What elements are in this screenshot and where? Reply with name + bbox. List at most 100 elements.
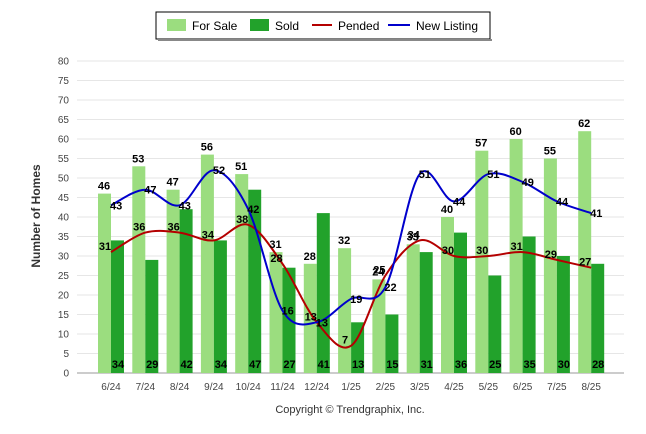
data-label-for-sale: 46 — [98, 181, 110, 193]
y-tick-label: 40 — [58, 213, 70, 224]
x-tick-label: 6/25 — [513, 382, 533, 393]
data-label-for-sale: 28 — [304, 251, 316, 263]
bar-sold — [488, 275, 502, 373]
bar-for-sale — [578, 131, 592, 373]
data-label-for-sale: 51 — [235, 161, 247, 173]
bar-sold — [419, 252, 433, 373]
x-tick-label: 7/24 — [136, 382, 156, 393]
data-label-pended: 36 — [167, 222, 179, 234]
bar-for-sale — [406, 244, 420, 373]
legend-label-new-listing: New Listing — [416, 19, 478, 33]
data-label-for-sale: 53 — [132, 153, 144, 165]
bar-sold — [248, 189, 262, 373]
data-label-sold: 34 — [215, 359, 228, 371]
bar-sold — [179, 209, 193, 373]
data-label-sold: 47 — [249, 359, 261, 371]
bar-sold — [145, 259, 159, 373]
data-label-pended: 38 — [236, 214, 248, 226]
legend-swatch-for-sale — [167, 19, 186, 31]
legend-swatch-sold — [250, 19, 269, 31]
data-label-new-listing: 49 — [522, 177, 534, 189]
data-label-pended: 34 — [408, 229, 421, 241]
legend-shadow — [158, 39, 492, 41]
y-tick-label: 25 — [58, 271, 70, 282]
x-tick-label: 5/25 — [479, 382, 499, 393]
data-label-for-sale: 24 — [372, 266, 385, 278]
y-tick-label: 50 — [58, 174, 70, 185]
legend-label-pended: Pended — [338, 19, 379, 33]
data-label-new-listing: 41 — [590, 208, 602, 220]
x-tick-label: 4/25 — [444, 382, 464, 393]
data-label-pended: 13 — [305, 311, 317, 323]
data-label-new-listing: 19 — [350, 294, 362, 306]
y-tick-label: 55 — [58, 154, 70, 165]
y-tick-label: 5 — [63, 349, 69, 360]
x-tick-label: 8/24 — [170, 382, 190, 393]
bar-for-sale — [509, 139, 523, 373]
bar-sold — [385, 314, 399, 373]
data-label-sold: 30 — [558, 359, 570, 371]
bar-for-sale — [269, 252, 283, 373]
bar-for-sale — [543, 158, 557, 373]
bar-for-sale — [475, 150, 489, 373]
data-label-sold: 13 — [352, 359, 364, 371]
data-label-sold: 29 — [146, 359, 158, 371]
y-axis-ticks: 0 5 10 15 20 25 30 35 40 45 50 55 60 65 70 75 80 — [58, 57, 70, 380]
data-label-sold: 25 — [489, 359, 501, 371]
data-label-new-listing: 16 — [282, 306, 294, 318]
bar-sold — [556, 256, 570, 373]
data-label-sold: 28 — [592, 359, 604, 371]
x-tick-label: 9/24 — [204, 382, 224, 393]
y-tick-label: 70 — [58, 96, 70, 107]
data-label-for-sale: 31 — [269, 239, 281, 251]
data-label-pended: 30 — [442, 245, 454, 257]
data-label-new-listing: 22 — [384, 282, 396, 294]
bar-sold — [111, 240, 124, 373]
bar-sold — [316, 213, 330, 373]
data-label-pended: 7 — [342, 335, 348, 347]
lines — [110, 169, 592, 349]
data-label-new-listing: 43 — [110, 200, 122, 212]
data-label-new-listing: 44 — [556, 196, 569, 208]
data-label-sold: 35 — [523, 359, 535, 371]
data-label-pended: 27 — [579, 257, 591, 269]
data-label-new-listing: 52 — [213, 165, 225, 177]
y-tick-label: 75 — [58, 76, 70, 87]
data-label-new-listing: 13 — [316, 317, 328, 329]
data-label-for-sale: 55 — [544, 146, 556, 158]
data-label-for-sale: 32 — [338, 235, 350, 247]
legend-label-for-sale: For Sale — [192, 19, 238, 33]
bar-for-sale — [200, 154, 214, 373]
x-tick-label: 2/25 — [376, 382, 396, 393]
data-label-pended: 28 — [270, 253, 282, 265]
data-label-new-listing: 51 — [419, 169, 431, 181]
data-label-for-sale: 62 — [578, 118, 590, 130]
data-label-pended: 31 — [99, 241, 111, 253]
data-label-for-sale: 60 — [509, 126, 521, 138]
data-label-pended: 34 — [202, 229, 215, 241]
y-tick-label: 30 — [58, 252, 70, 263]
data-label-pended: 30 — [476, 245, 488, 257]
data-label-for-sale: 57 — [475, 138, 487, 150]
data-label-sold: 36 — [455, 359, 467, 371]
x-tick-label: 8/25 — [581, 382, 601, 393]
data-label-sold: 41 — [318, 359, 330, 371]
line-pended — [110, 223, 592, 349]
legend-label-sold: Sold — [275, 19, 299, 33]
data-label-new-listing: 47 — [144, 185, 156, 197]
x-tick-label: 1/25 — [341, 382, 361, 393]
bar-sold — [282, 267, 296, 373]
bar-for-sale — [132, 166, 146, 373]
x-tick-label: 3/25 — [410, 382, 430, 393]
y-tick-label: 20 — [58, 291, 70, 302]
data-label-for-sale: 56 — [201, 142, 213, 154]
x-tick-label: 12/24 — [304, 382, 329, 393]
bar-sold — [454, 232, 467, 373]
x-tick-label: 7/25 — [547, 382, 567, 393]
y-tick-label: 45 — [58, 193, 70, 204]
data-label-new-listing: 42 — [247, 204, 259, 216]
y-tick-label: 65 — [58, 115, 70, 126]
